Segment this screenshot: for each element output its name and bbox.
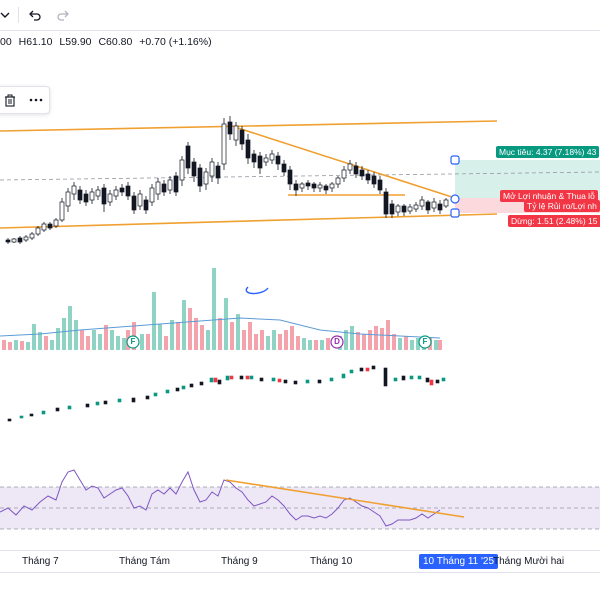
event-letter-d: D: [334, 337, 340, 346]
time-axis[interactable]: Tháng 7 Tháng Tám Tháng 9 Tháng 10 10 Th…: [0, 550, 600, 573]
pnl-label: Mở Lợi nhuận & Thua lỗ: [500, 190, 598, 202]
legend-open: 00: [0, 36, 12, 48]
entry-handle[interactable]: [450, 194, 460, 204]
chart-canvas[interactable]: [0, 30, 600, 550]
legend-high: H61.10: [18, 36, 53, 48]
ohlc-legend: 00 H61.10 L59.90 C60.80 +0.70 (+1.16%): [0, 36, 216, 48]
volume-ma-line: [0, 317, 441, 339]
indicator-candles: [7, 365, 446, 422]
lower-channel-line: [0, 213, 498, 229]
chevron-down-icon[interactable]: [0, 5, 16, 25]
event-letter-f1: F: [130, 337, 136, 346]
stop-label: Dừng: 1.51 (2.48%) 15: [508, 215, 600, 227]
event-markers: [126, 335, 432, 349]
top-toolbar: [0, 0, 600, 31]
trash-icon[interactable]: [1, 91, 19, 109]
event-marker-f2[interactable]: [418, 335, 432, 349]
rsi-divergence-line: [225, 479, 465, 518]
descending-trendline: [237, 127, 456, 199]
legend-change: +0.70 (+1.16%): [139, 36, 212, 48]
scribble-annotation: [245, 286, 269, 295]
target-handle[interactable]: [450, 155, 460, 165]
dashed-price-line: [0, 171, 600, 181]
ratio-label: Tỷ lệ Rủi ro/Lợi nh: [524, 200, 600, 212]
tick-september: Tháng 9: [221, 556, 258, 567]
floating-drawing-toolbar: [0, 86, 50, 114]
legend-low: L59.90: [59, 36, 92, 48]
event-letter-f2: F: [422, 337, 428, 346]
tick-december: Tháng Mười hai: [493, 556, 565, 567]
undo-icon[interactable]: [24, 5, 46, 25]
tick-october: Tháng 10: [310, 556, 353, 567]
crosshair-date-label: 10 Tháng 11 '25: [419, 554, 499, 569]
rsi-line: [0, 469, 441, 527]
tick-august: Tháng Tám: [119, 556, 170, 567]
upper-channel-line: [0, 120, 498, 132]
rsi-band: [0, 487, 600, 529]
event-marker-f1[interactable]: [126, 335, 140, 349]
redo-icon[interactable]: [52, 5, 74, 25]
event-marker-d[interactable]: [330, 335, 344, 349]
legend-close: C60.80: [98, 36, 133, 48]
bottom-panel: [0, 572, 600, 601]
toolbar-separator: [18, 7, 19, 23]
price-candles: [5, 116, 449, 244]
target-label: Mục tiêu: 4.37 (7.18%) 43: [496, 146, 600, 158]
stop-handle[interactable]: [450, 208, 460, 218]
volume-bars: [0, 268, 442, 350]
more-horizontal-icon[interactable]: [27, 91, 45, 109]
tick-july: Tháng 7: [22, 556, 59, 567]
